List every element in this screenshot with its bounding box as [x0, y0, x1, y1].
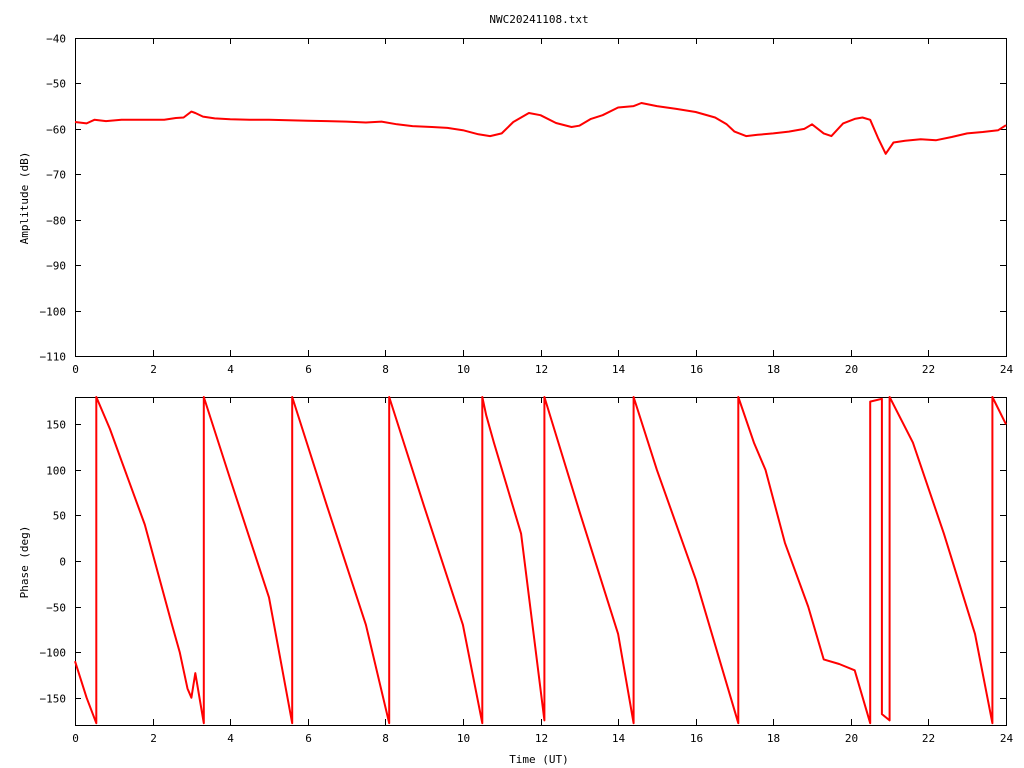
phase-x-tick-label: 22 [922, 732, 935, 745]
amplitude-x-tick-label: 20 [845, 363, 858, 376]
phase-x-tick-label: 16 [690, 732, 703, 745]
phase-x-tick-label: 10 [457, 732, 470, 745]
amplitude-y-tick-label: −60 [46, 124, 66, 137]
phase-y-tick-label: −50 [46, 602, 66, 615]
phase-series-line [74, 396, 1007, 725]
amplitude-x-tick-label: 10 [457, 363, 470, 376]
phase-x-ticks: 0 2 4 6 8 10 12 14 16 18 20 22 24 [72, 397, 1013, 745]
amplitude-plot-frame [75, 38, 1007, 357]
phase-y-ticks: 150 100 50 0 −50 −100 −150 [40, 419, 1006, 706]
amplitude-x-tick-label: 16 [690, 363, 703, 376]
phase-y-tick-label: 100 [46, 465, 66, 478]
amplitude-x-tick-label: 12 [535, 363, 548, 376]
phase-y-tick-label: 50 [53, 510, 66, 523]
phase-y-tick-label: 0 [59, 556, 66, 569]
amplitude-y-tick-label: −90 [46, 260, 66, 273]
amplitude-x-tick-label: 2 [150, 363, 157, 376]
phase-y-tick-label: 150 [46, 419, 66, 432]
phase-x-tick-label: 18 [767, 732, 780, 745]
phase-x-tick-label: 20 [845, 732, 858, 745]
amplitude-x-tick-label: 18 [767, 363, 780, 376]
amplitude-panel: 0 2 4 6 8 10 12 14 16 18 20 22 24 −40−50−60−70−80−90… [18, 33, 1013, 377]
phase-x-tick-label: 6 [305, 732, 312, 745]
amplitude-y-tick-label: −40 [46, 33, 66, 46]
phase-x-tick-label: 14 [612, 732, 626, 745]
amplitude-y-tick-label: −70 [46, 169, 66, 182]
phase-x-tick-label: 24 [1000, 732, 1014, 745]
amplitude-x-tick-label: 0 [72, 363, 79, 376]
amplitude-y-tick-label: −110 [40, 351, 67, 364]
amplitude-x-tick-label: 14 [612, 363, 626, 376]
phase-x-tick-label: 2 [150, 732, 157, 745]
phase-x-tick-label: 12 [535, 732, 548, 745]
phase-y-tick-label: −100 [40, 647, 67, 660]
amplitude-y-axis-label: Amplitude (dB) [18, 152, 31, 245]
phase-y-axis-label: Phase (deg) [18, 526, 31, 599]
amplitude-x-tick-label: 6 [305, 363, 312, 376]
amplitude-x-tick-label: 22 [922, 363, 935, 376]
phase-x-tick-label: 4 [227, 732, 234, 745]
phase-plot-frame [75, 397, 1007, 726]
phase-y-tick-label: −150 [40, 693, 67, 706]
phase-panel: 0 2 4 6 8 10 12 14 16 18 20 22 24 150100500−50−100−1… [18, 396, 1013, 766]
amplitude-x-tick-label: 4 [227, 363, 234, 376]
amplitude-x-ticks: 0 2 4 6 8 10 12 14 16 18 20 22 24 [72, 38, 1013, 376]
amplitude-y-tick-label: −80 [46, 215, 66, 228]
amplitude-x-tick-label: 24 [1000, 363, 1014, 376]
x-axis-label: Time (UT) [509, 753, 569, 766]
chart-title: NWC20241108.txt [489, 13, 588, 26]
amplitude-y-tick-label: −100 [40, 306, 67, 319]
phase-x-tick-label: 8 [382, 732, 389, 745]
amplitude-series-line [74, 102, 1007, 155]
amplitude-y-ticks: −40 −50 −60 −70 −80 −90 −100 −110 [40, 33, 1006, 364]
amplitude-y-tick-label: −50 [46, 78, 66, 91]
amplitude-x-tick-label: 8 [382, 363, 389, 376]
phase-x-tick-label: 0 [72, 732, 79, 745]
